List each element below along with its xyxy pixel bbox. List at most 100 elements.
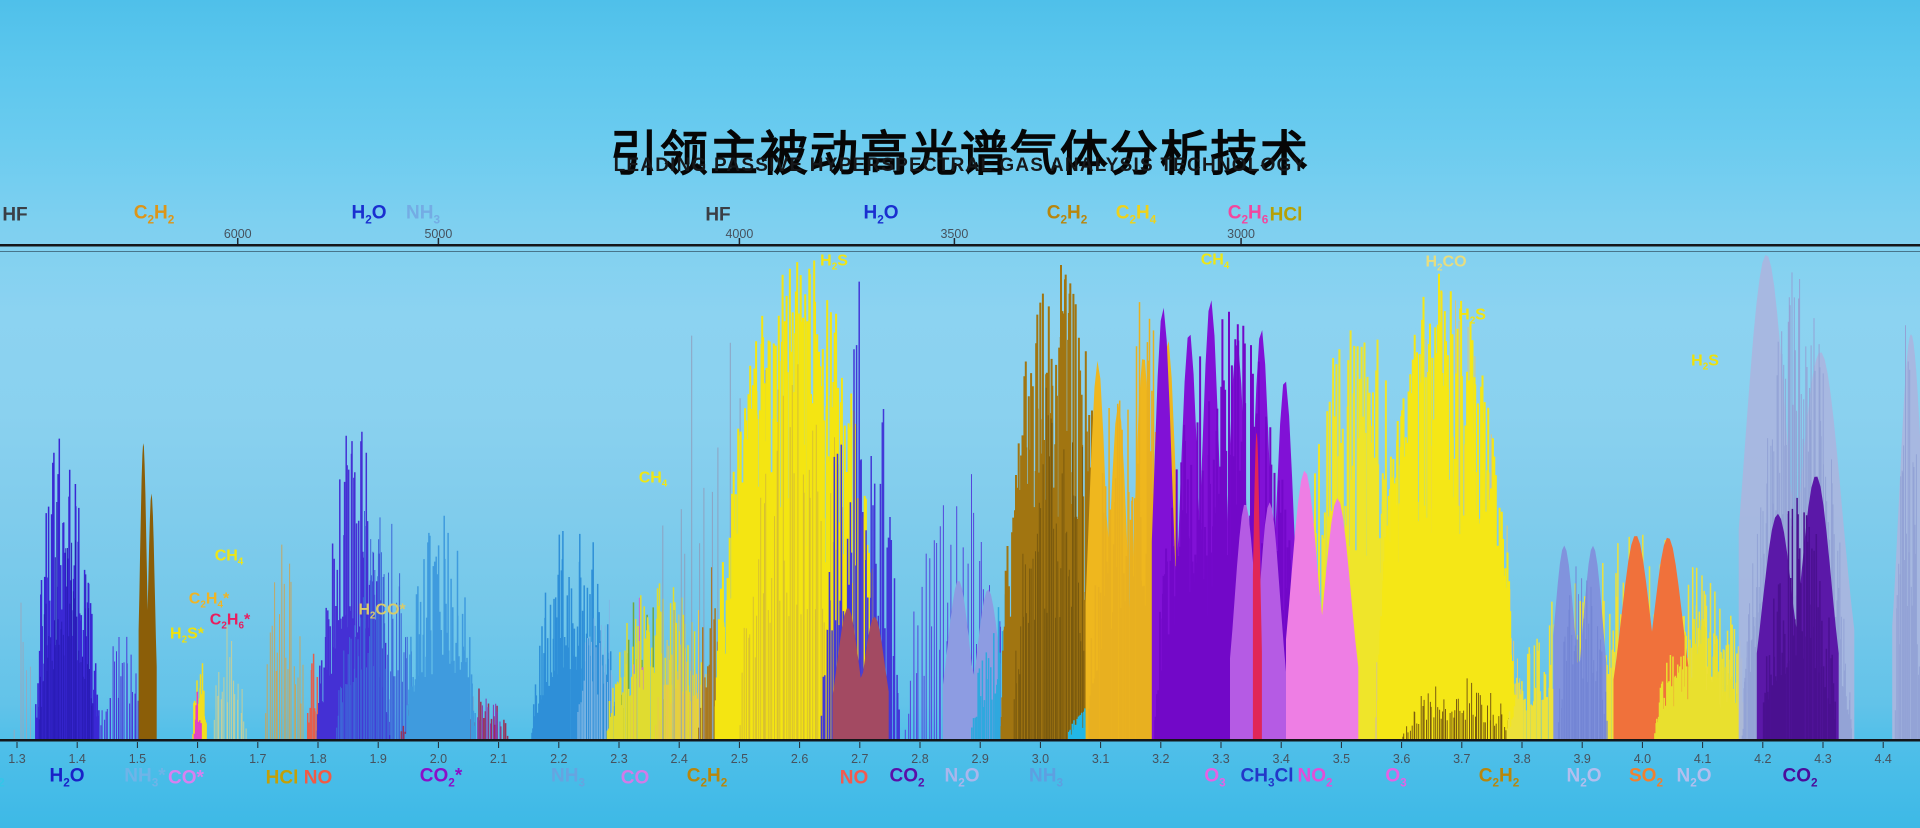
wavelength-tick-mark <box>257 742 259 748</box>
wavelength-tick-mark <box>799 742 801 748</box>
wavelength-tick-label: 1.8 <box>309 752 327 766</box>
wavelength-tick-label: 3.0 <box>1031 752 1050 766</box>
wavelength-tick-mark <box>1702 742 1704 748</box>
gas-label-NH3: NH3 <box>551 765 585 790</box>
gas-label-O3: O3 <box>1204 765 1226 790</box>
spectral-band-3 <box>100 636 142 740</box>
spectral-band-N2O <box>1557 566 1608 740</box>
wavelength-tick-label: 1.4 <box>68 752 86 766</box>
spectral-band-49 <box>1654 619 1743 740</box>
wavelength-tick-mark <box>1280 742 1282 748</box>
gas-label-C2H4: C2H4 <box>1115 202 1157 227</box>
wavelength-tick-label: 3.3 <box>1212 752 1230 766</box>
gas-label-NO: NO <box>839 767 869 789</box>
wavelength-tick-mark <box>377 742 379 748</box>
wavelength-tick-label: 1.6 <box>188 752 207 766</box>
wavelength-tick-mark <box>738 742 740 748</box>
top-axis-line-2 <box>0 251 1920 252</box>
gas-label-CO2: CO2 <box>889 765 925 790</box>
gas-label-H2S: H2S <box>1458 306 1486 327</box>
wavelength-tick-mark <box>1340 742 1342 748</box>
wavenumber-tick-label: 3500 <box>940 227 969 241</box>
wavelength-tick-label: 2.4 <box>670 752 688 766</box>
gas-label-H2S: H2S <box>820 252 848 273</box>
wavelength-tick-label: 4.3 <box>1814 752 1832 766</box>
wavelength-tick-label: 3.5 <box>1332 752 1351 766</box>
gas-label-CO2: CO2 <box>1782 765 1818 790</box>
wavelength-tick-label: 1.3 <box>8 752 26 766</box>
wavelength-tick-label: 3.6 <box>1392 752 1411 766</box>
wavelength-tick-mark <box>979 742 981 748</box>
gas-label-NH3: NH3 <box>1029 765 1063 790</box>
gas-label-CO*: CO* <box>168 767 204 789</box>
spectral-band-6 <box>193 691 202 740</box>
gas-label-H2S: H2S <box>1691 352 1719 373</box>
gas-label-CO: CO <box>620 767 650 789</box>
wavelength-tick-mark <box>919 742 921 748</box>
wavelength-tick-label: 3.8 <box>1513 752 1531 766</box>
wavelength-tick-label: 2.6 <box>790 752 809 766</box>
bottom-axis-line <box>0 739 1920 742</box>
wavelength-tick-mark <box>437 742 439 748</box>
gas-label-C2H2: C2H2 <box>1478 765 1520 790</box>
wavelength-tick-mark <box>1762 742 1764 748</box>
spectral-band-14 <box>477 698 501 740</box>
gas-label-N2O: N2O <box>1566 765 1602 790</box>
wavelength-tick-mark <box>678 742 680 748</box>
wavenumber-tick-mark <box>437 238 440 244</box>
page-subtitle: LEADING PASSIVE HYPERSPECTRAL GAS ANALYS… <box>613 155 1307 176</box>
wavelength-tick-mark <box>76 742 78 748</box>
spectral-band-H2O <box>38 502 94 740</box>
wavelength-tick-label: 2.3 <box>610 752 628 766</box>
gas-label-H2CO: H2CO <box>1425 253 1467 274</box>
wavelength-tick-label: 4.4 <box>1874 752 1892 766</box>
wavelength-tick-mark <box>1160 742 1162 748</box>
wavelength-tick-label: 4.1 <box>1693 752 1712 766</box>
wavelength-tick-mark <box>1521 742 1523 748</box>
wavenumber-tick-label: 4000 <box>725 227 754 241</box>
gas-label-CH3Cl: CH3Cl <box>1240 765 1294 790</box>
spectral-band-H2O <box>336 511 416 740</box>
gas-label-CH4: CH4 <box>638 469 668 490</box>
gas-label-C2H2: C2H2 <box>1046 202 1088 227</box>
wavelength-tick-label: 2.9 <box>971 752 989 766</box>
gas-label-N2O: N2O <box>1676 765 1712 790</box>
wavelength-tick-mark <box>618 742 620 748</box>
wavelength-tick-label: 4.0 <box>1633 752 1652 766</box>
gas-label-NH3*: NH3* <box>124 765 166 790</box>
page-title: 引领主被动高光谱气体分析技术 <box>609 128 1310 182</box>
gas-label-H2O: H2O <box>351 202 387 227</box>
wavelength-tick-mark <box>136 742 138 748</box>
wavenumber-tick-label: 5000 <box>424 227 453 241</box>
wavelength-tick-label: 1.7 <box>249 752 267 766</box>
wavelength-tick-label: 2.7 <box>851 752 869 766</box>
spectral-band-C2H6 <box>1252 432 1262 740</box>
wavelength-tick-label: 3.7 <box>1453 752 1471 766</box>
gas-label-NO: NO <box>303 767 333 789</box>
wavelength-tick-mark <box>1581 742 1583 748</box>
wavelength-tick-mark <box>1461 742 1463 748</box>
wavelength-tick-mark <box>16 742 18 748</box>
gas-label-H2CO*: H2CO* <box>358 601 406 622</box>
wavenumber-tick-label: 6000 <box>223 227 252 241</box>
wavelength-tick-label: 1.9 <box>369 752 387 766</box>
wavelength-tick-mark <box>1401 742 1403 748</box>
wavenumber-tick-mark <box>738 238 741 244</box>
spectral-band-HCl <box>265 544 304 740</box>
gas-label-C2H6: C2H6 <box>1227 202 1269 227</box>
wavenumber-tick-mark <box>236 238 239 244</box>
wavenumber-tick-mark <box>953 238 956 244</box>
gas-label-C2H6*: C2H6* <box>209 611 251 632</box>
wavelength-tick-label: 3.4 <box>1272 752 1290 766</box>
gas-label-C2H2: C2H2 <box>133 202 175 227</box>
spectral-band-NO2 <box>1286 470 1359 740</box>
gas-label-CO2*: CO2* <box>419 765 463 790</box>
gas-label-H2S*: H2S* <box>170 625 204 646</box>
spectral-band-44 <box>1402 678 1515 740</box>
wavelength-tick-label: 1.5 <box>128 752 147 766</box>
spectral-band-CO2 <box>1762 497 1836 740</box>
wavelength-tick-label: 2.0 <box>429 752 448 766</box>
wavelength-tick-mark <box>498 742 500 748</box>
wavelength-tick-label: 4.2 <box>1754 752 1772 766</box>
wavelength-tick-label: 2.8 <box>911 752 929 766</box>
